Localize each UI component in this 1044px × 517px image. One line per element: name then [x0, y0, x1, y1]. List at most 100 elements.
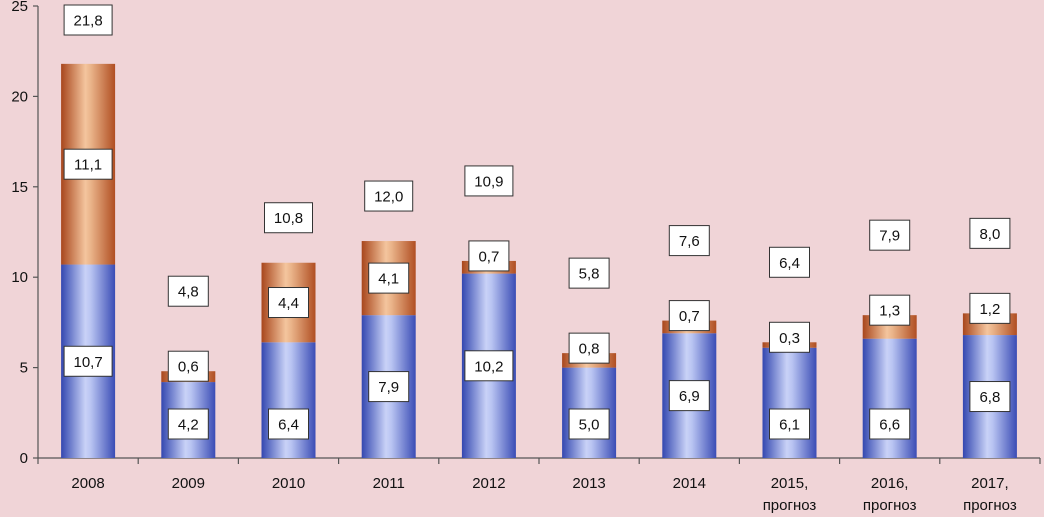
data-label-upper-9-text: 1,2 — [979, 301, 1000, 318]
data-label-lower-1-text: 4,2 — [178, 417, 199, 434]
y-tick-label: 0 — [20, 450, 28, 467]
data-label-lower-6-box — [668, 380, 710, 412]
data-label-total-1: 4,8 — [167, 275, 209, 307]
data-label-upper-3-box — [368, 262, 410, 294]
data-label-total-0-box — [63, 4, 113, 36]
y-tick-label: 20 — [11, 88, 28, 105]
data-label-lower-5-text: 5,0 — [579, 417, 600, 434]
data-label-total-8-text: 7,9 — [879, 228, 900, 245]
data-label-total-6-text: 7,6 — [679, 233, 700, 250]
data-label-total-5-text: 5,8 — [579, 266, 600, 283]
x-category-label: 2008 — [71, 475, 104, 492]
data-label-lower-0: 10,7 — [63, 345, 113, 377]
x-category-label: 2012 — [472, 475, 505, 492]
data-label-lower-4-text: 10,2 — [474, 358, 503, 375]
data-label-upper-0: 11,1 — [63, 148, 113, 180]
data-label-lower-4: 10,2 — [464, 350, 514, 382]
data-label-total-4-box — [464, 165, 514, 197]
data-label-lower-2: 6,4 — [268, 408, 309, 440]
data-label-upper-1-box — [167, 350, 209, 382]
x-category-label: 2016, прогноз — [863, 475, 917, 514]
data-label-upper-5-text: 0,8 — [579, 341, 600, 358]
data-label-total-1-box — [167, 275, 209, 307]
data-label-lower-3-box — [368, 371, 410, 403]
x-category-label: 2017, прогноз — [963, 475, 1017, 514]
data-label-upper-4-text: 0,7 — [478, 248, 499, 265]
data-label-upper-2: 4,4 — [268, 287, 309, 319]
data-label-upper-7-box — [769, 321, 810, 353]
bar-lower-7 — [762, 347, 817, 458]
data-label-lower-9-text: 6,8 — [979, 389, 1000, 406]
y-tick-label: 5 — [20, 360, 28, 377]
data-label-upper-8-text: 1,3 — [879, 303, 900, 320]
data-label-lower-1: 4,2 — [167, 408, 209, 440]
data-label-total-3: 12,0 — [364, 180, 414, 212]
data-label-total-0-text: 21,8 — [73, 13, 102, 30]
data-label-total-9-box — [969, 217, 1011, 249]
data-label-total-4: 10,9 — [464, 165, 514, 197]
data-label-upper-3: 4,1 — [368, 262, 410, 294]
data-label-lower-7-box — [769, 408, 810, 440]
data-label-total-8: 7,9 — [869, 219, 911, 251]
data-label-total-1-text: 4,8 — [178, 284, 199, 301]
x-category-label: 2011 — [373, 475, 405, 492]
x-category-label: 2010 — [272, 475, 305, 492]
data-label-upper-7: 0,3 — [769, 321, 810, 353]
data-label-lower-3: 7,9 — [368, 371, 410, 403]
x-category-label: 2015, прогноз — [763, 475, 817, 514]
data-label-lower-6: 6,9 — [668, 380, 710, 412]
data-label-lower-8-text: 6,6 — [879, 417, 900, 434]
data-label-total-2-box — [264, 202, 313, 234]
bar-lower-2 — [261, 342, 316, 458]
data-label-upper-6: 0,7 — [668, 300, 710, 332]
data-label-total-7-text: 6,4 — [779, 255, 800, 272]
data-label-total-5: 5,8 — [568, 257, 610, 289]
data-label-lower-5-box — [568, 408, 610, 440]
data-label-lower-6-text: 6,9 — [679, 388, 700, 405]
data-label-upper-0-text: 11,1 — [74, 157, 102, 174]
data-label-lower-0-text: 10,7 — [73, 354, 102, 371]
data-label-upper-7-text: 0,3 — [779, 330, 800, 347]
data-label-total-6: 7,6 — [668, 225, 710, 257]
data-label-lower-9-box — [969, 381, 1011, 413]
data-label-upper-8-box — [869, 294, 911, 326]
data-label-total-5-box — [568, 257, 610, 289]
data-label-lower-9: 6,8 — [969, 381, 1011, 413]
data-label-total-6-box — [668, 225, 710, 257]
data-label-lower-3-text: 7,9 — [378, 379, 399, 396]
y-tick-label: 15 — [11, 179, 28, 196]
data-label-upper-6-box — [668, 300, 710, 332]
data-label-lower-5: 5,0 — [568, 408, 610, 440]
data-label-lower-4-box — [464, 350, 514, 382]
y-tick-label: 25 — [11, 0, 28, 15]
data-label-upper-3-text: 4,1 — [378, 271, 399, 288]
data-label-upper-2-box — [268, 287, 309, 319]
data-label-total-7: 6,4 — [769, 246, 810, 278]
data-label-lower-7-text: 6,1 — [779, 417, 800, 434]
data-label-upper-1: 0,6 — [167, 350, 209, 382]
data-label-total-2: 10,8 — [264, 202, 313, 234]
data-label-upper-5: 0,8 — [568, 332, 610, 364]
data-label-upper-4: 0,7 — [468, 240, 510, 272]
data-label-total-0: 21,8 — [63, 4, 113, 36]
x-category-label: 2013 — [572, 475, 605, 492]
data-label-total-2-text: 10,8 — [274, 210, 303, 227]
data-label-upper-9: 1,2 — [969, 292, 1011, 324]
data-label-upper-9-box — [969, 292, 1011, 324]
data-label-lower-8-box — [869, 408, 911, 440]
data-label-upper-0-box — [63, 148, 113, 180]
x-category-label: 2009 — [172, 475, 205, 492]
data-label-total-3-text: 12,0 — [374, 189, 403, 206]
data-label-total-9-text: 8,0 — [979, 226, 1000, 243]
data-label-upper-4-box — [468, 240, 510, 272]
data-label-total-9: 8,0 — [969, 217, 1011, 249]
data-label-lower-2-text: 6,4 — [278, 417, 299, 434]
y-tick-label: 10 — [11, 269, 28, 286]
data-label-lower-2-box — [268, 408, 309, 440]
data-label-upper-8: 1,3 — [869, 294, 911, 326]
data-label-upper-1-text: 0,6 — [178, 359, 199, 376]
data-label-upper-2-text: 4,4 — [278, 295, 299, 312]
data-label-lower-1-box — [167, 408, 209, 440]
